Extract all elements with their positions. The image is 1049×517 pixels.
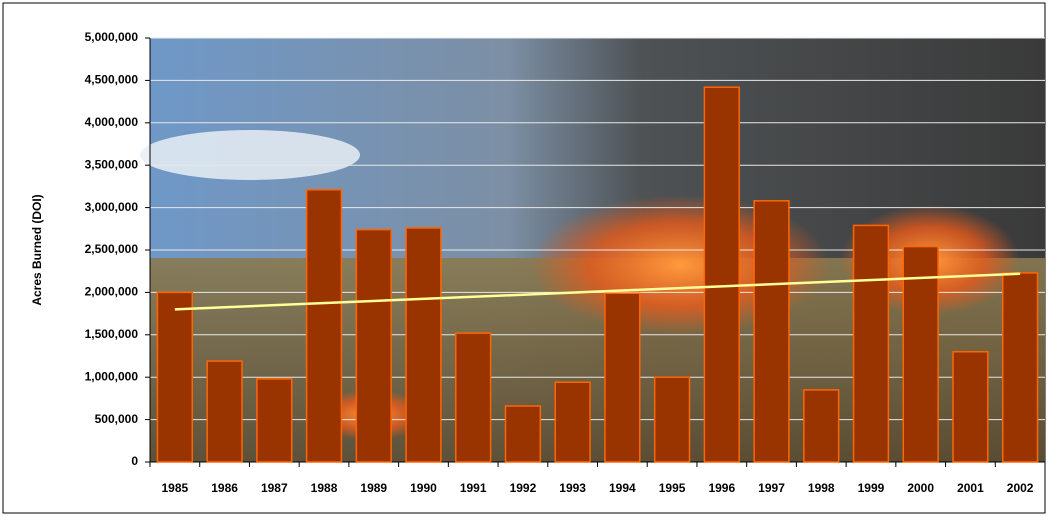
- x-tick-label: 1985: [162, 481, 189, 495]
- y-tick-label: 4,000,000: [85, 115, 139, 129]
- x-tick-label: 1991: [460, 481, 487, 495]
- x-tick-label: 1998: [808, 481, 835, 495]
- x-tick-label: 1993: [559, 481, 586, 495]
- bar: [952, 351, 989, 463]
- x-tick-label: 1990: [410, 481, 437, 495]
- x-tick-label: 2002: [1007, 481, 1034, 495]
- bar: [703, 86, 740, 463]
- y-tick-label: 3,000,000: [85, 200, 139, 214]
- x-tick-label: 1995: [659, 481, 686, 495]
- bar: [256, 378, 293, 463]
- bar: [902, 245, 939, 463]
- bar: [604, 292, 641, 463]
- bar: [206, 360, 243, 463]
- bar: [803, 389, 840, 463]
- trend-line: [174, 272, 1021, 311]
- bar: [405, 227, 442, 463]
- bar: [504, 405, 542, 463]
- y-tick-label: 0: [131, 454, 138, 468]
- bar: [653, 376, 691, 463]
- x-tick-label: 1996: [708, 481, 735, 495]
- bar: [1001, 272, 1039, 463]
- x-tick-label: 1997: [758, 481, 785, 495]
- x-tick-label: 1987: [261, 481, 288, 495]
- x-tick-label: 2000: [907, 481, 934, 495]
- bar: [305, 189, 343, 463]
- x-tick-label: 1988: [311, 481, 338, 495]
- bar: [355, 228, 392, 463]
- y-tick-label: 500,000: [95, 412, 139, 426]
- bar: [554, 381, 591, 463]
- y-tick-label: 1,500,000: [85, 327, 139, 341]
- x-tick-label: 1992: [510, 481, 537, 495]
- bar: [455, 332, 492, 463]
- y-tick-label: 2,500,000: [85, 242, 139, 256]
- x-tick-label: 2001: [957, 481, 984, 495]
- x-tick-label: 1999: [858, 481, 885, 495]
- bar: [852, 224, 890, 463]
- y-axis-label: Acres Burned (DOI): [30, 194, 44, 305]
- y-tick-label: 4,500,000: [85, 73, 139, 87]
- bar: [156, 291, 194, 463]
- x-tick-label: 1989: [360, 481, 387, 495]
- y-tick-label: 3,500,000: [85, 157, 139, 171]
- y-tick-label: 5,000,000: [85, 30, 139, 44]
- y-tick-label: 1,000,000: [85, 369, 139, 383]
- x-tick-label: 1994: [609, 481, 636, 495]
- bar: [753, 200, 790, 463]
- x-tick-label: 1986: [211, 481, 238, 495]
- y-tick-label: 2,000,000: [85, 285, 139, 299]
